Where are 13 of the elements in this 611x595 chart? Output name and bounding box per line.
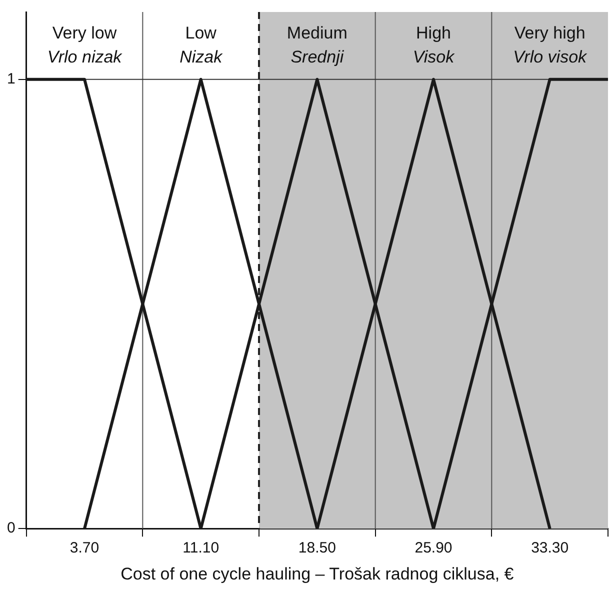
- y-tick-label: 1: [7, 70, 16, 88]
- series-label: Low Nizak: [180, 23, 224, 66]
- x-tick-label: 18.50: [298, 540, 336, 557]
- x-tick-label: 3.70: [70, 540, 100, 557]
- series-label: Very low Vrlo nizak: [47, 23, 124, 66]
- series-label: High Visok: [412, 23, 456, 66]
- x-tick-label: 11.10: [182, 540, 220, 557]
- series-label: Medium Srednji: [286, 23, 348, 66]
- x-tick-label: 33.30: [531, 540, 569, 557]
- series-label: Very high Vrlo visok: [513, 23, 588, 66]
- x-axis-title: Cost of one cycle hauling – Trošak radnog ciklusa, €: [120, 564, 514, 584]
- x-tick-label: 25.90: [414, 540, 452, 557]
- y-tick-label: 0: [7, 520, 16, 537]
